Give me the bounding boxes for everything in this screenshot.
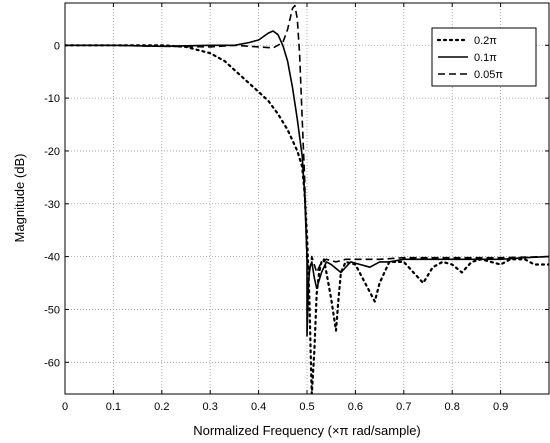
x-tick-label: 0.4: [251, 401, 266, 413]
legend-label-1: 0.2π: [474, 35, 497, 47]
x-tick-label: 0.1: [106, 401, 121, 413]
legend-label-2: 0.1π: [474, 52, 497, 64]
series-group: [65, 4, 549, 394]
grid: [65, 3, 549, 394]
legend: 0.2π 0.1π 0.05π: [431, 27, 537, 87]
y-tick-label: -60: [44, 357, 60, 369]
x-tick-label: 0.2: [154, 401, 169, 413]
series-line-1: [65, 44, 549, 394]
x-tick-label: 0: [62, 401, 68, 413]
y-tick-label: 0: [54, 40, 60, 52]
y-tick-label: -10: [44, 93, 60, 105]
x-tick-label: 0.3: [203, 401, 218, 413]
series-line-3: [65, 4, 549, 274]
x-axis-ticks: 0 0.1 0.2 0.3 0.4 0.5 0.6 0.7 0.8 0.9: [62, 3, 508, 413]
y-tick-label: -20: [44, 146, 60, 158]
series-line-2: [65, 30, 549, 337]
y-tick-label: -40: [44, 252, 60, 264]
x-tick-label: 0.6: [348, 401, 363, 413]
x-axis-label: Normalized Frequency (×π rad/sample): [193, 423, 421, 438]
legend-label-3: 0.05π: [474, 69, 503, 81]
x-tick-label: 0.7: [396, 401, 411, 413]
y-tick-label: -30: [44, 199, 60, 211]
x-tick-label: 0.9: [493, 401, 508, 413]
x-tick-label: 0.5: [299, 401, 314, 413]
y-axis-ticks: 0 -10 -20 -30 -40 -50 -60: [44, 40, 549, 369]
x-tick-label: 0.8: [445, 401, 460, 413]
plot-frame: [64, 2, 550, 395]
y-axis-label: Magnitude (dB): [12, 154, 27, 243]
y-tick-label: -50: [44, 304, 60, 316]
